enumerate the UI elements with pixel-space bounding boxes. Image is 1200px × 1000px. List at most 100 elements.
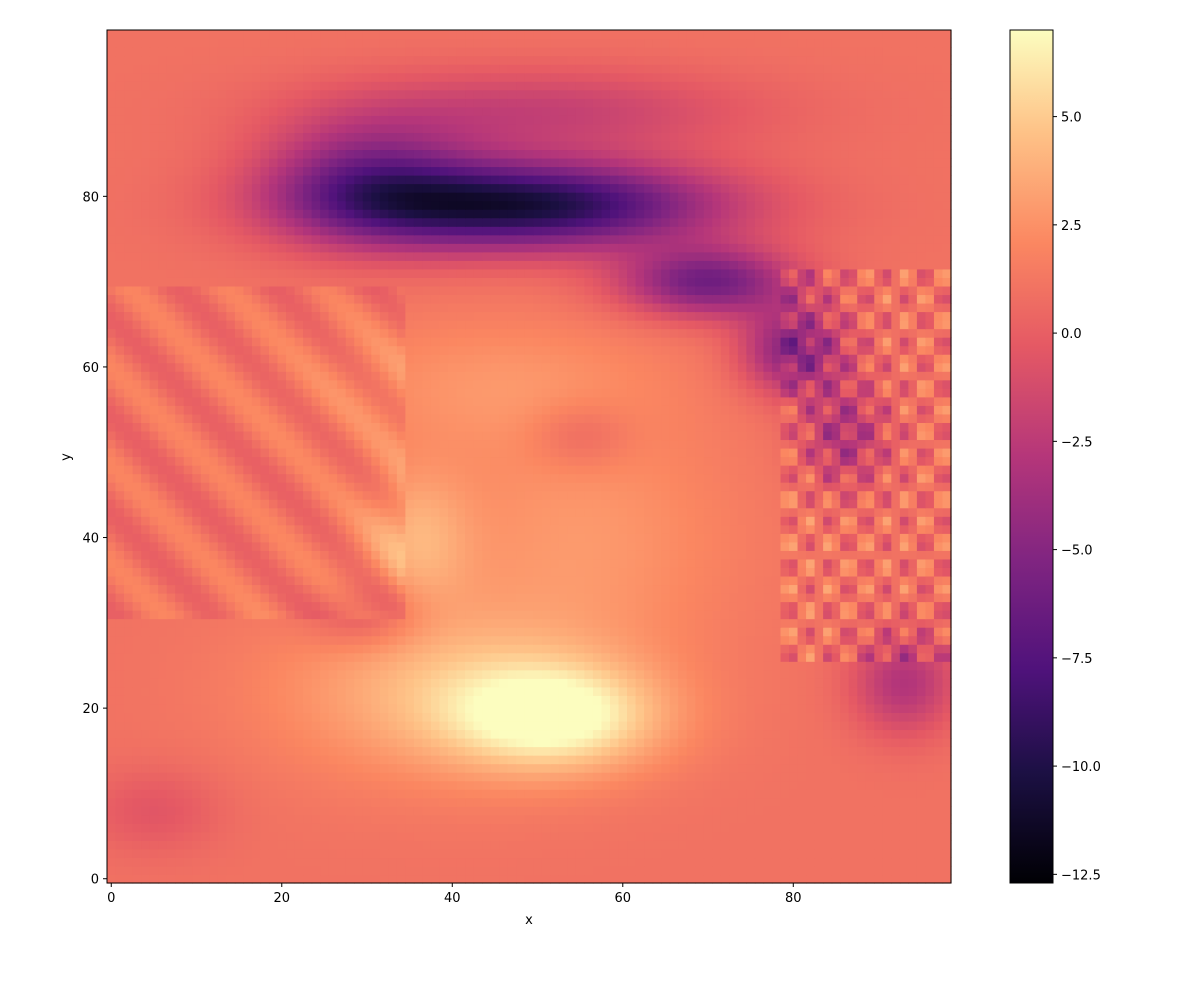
heatmap-cell	[251, 874, 262, 884]
heatmap-cell	[797, 703, 807, 713]
heatmap-cell	[107, 737, 117, 748]
heatmap-cell	[379, 797, 389, 807]
heatmap-cell	[908, 610, 918, 620]
heatmap-cell	[840, 507, 850, 517]
heatmap-cell	[627, 823, 637, 833]
heatmap-cell	[379, 635, 389, 645]
heatmap-cell	[618, 789, 628, 799]
heatmap-cell	[234, 669, 245, 679]
heatmap-cell	[158, 831, 168, 841]
heatmap-cell	[524, 806, 534, 816]
heatmap-cell	[473, 669, 483, 679]
heatmap-cell	[499, 797, 509, 807]
heatmap-cell	[149, 746, 159, 756]
heatmap-cell	[362, 746, 372, 756]
heatmap-cell	[550, 686, 560, 696]
heatmap-cell	[354, 678, 364, 688]
heatmap-cell	[183, 780, 193, 790]
heatmap-cell	[584, 516, 594, 526]
heatmap-cell	[311, 831, 321, 841]
heatmap-cell	[303, 669, 313, 679]
heatmap-cell	[882, 567, 892, 577]
heatmap-cell	[814, 686, 824, 696]
heatmap-cell	[661, 456, 671, 466]
heatmap-cell	[720, 661, 730, 671]
heatmap-cell	[226, 575, 236, 586]
heatmap-cell	[243, 473, 253, 483]
heatmap-cell	[746, 746, 756, 756]
heatmap-cell	[456, 695, 466, 705]
heatmap-cell	[277, 524, 287, 534]
heatmap-cell	[627, 533, 637, 543]
heatmap-cell	[294, 789, 304, 799]
heatmap-cell	[183, 772, 193, 782]
heatmap-cell	[286, 874, 296, 884]
heatmap-cell	[609, 507, 620, 517]
heatmap-cell	[865, 874, 875, 884]
heatmap-cell	[166, 635, 176, 645]
heatmap-cell	[601, 490, 611, 500]
heatmap-cell	[703, 703, 713, 713]
heatmap-cell	[746, 772, 756, 782]
heatmap-cell	[703, 874, 713, 884]
heatmap-cell	[430, 669, 441, 679]
heatmap-cell	[669, 499, 679, 509]
heatmap-cell	[652, 729, 662, 739]
heatmap-cell	[507, 618, 517, 628]
heatmap-cell	[942, 686, 952, 696]
heatmap-cell	[379, 533, 389, 543]
heatmap-cell	[771, 644, 782, 654]
heatmap-cell	[533, 737, 543, 748]
heatmap-cell	[303, 686, 313, 696]
heatmap-cell	[371, 703, 381, 713]
heatmap-cell	[107, 473, 117, 483]
heatmap-cell	[200, 490, 210, 500]
heatmap-cell	[874, 499, 884, 509]
heatmap-cell	[712, 865, 722, 876]
heatmap-cell	[831, 797, 841, 807]
heatmap-cell	[311, 772, 321, 782]
heatmap-cell	[567, 473, 577, 483]
heatmap-cell	[524, 635, 534, 645]
heatmap-cell	[448, 686, 458, 696]
heatmap-cell	[337, 669, 347, 679]
heatmap-cell	[899, 840, 909, 850]
heatmap-cell	[396, 746, 406, 756]
heatmap-cell	[516, 874, 526, 884]
heatmap-cell	[286, 857, 296, 867]
heatmap-cell	[277, 763, 287, 773]
heatmap-cell	[473, 797, 483, 807]
heatmap-cell	[899, 516, 909, 526]
heatmap-cell	[303, 550, 313, 560]
heatmap-cell	[158, 482, 168, 492]
heatmap-cell	[226, 644, 236, 654]
heatmap-cell	[516, 772, 526, 782]
heatmap-cell	[115, 575, 125, 586]
heatmap-cell	[328, 652, 338, 662]
heatmap-cell	[899, 746, 909, 756]
heatmap-cell	[933, 789, 944, 799]
heatmap-cell	[592, 533, 603, 543]
heatmap-cell	[524, 524, 534, 534]
heatmap-cell	[925, 499, 935, 509]
heatmap-cell	[362, 695, 372, 705]
heatmap-cell	[780, 456, 790, 466]
heatmap-cell	[217, 874, 227, 884]
heatmap-cell	[823, 610, 833, 620]
heatmap-cell	[260, 806, 270, 816]
heatmap-cell	[465, 874, 475, 884]
heatmap-cell	[558, 652, 568, 662]
heatmap-cell	[200, 695, 210, 705]
heatmap-cell	[217, 661, 227, 671]
heatmap-cell	[678, 465, 688, 475]
heatmap-cell	[567, 499, 577, 509]
heatmap-cell	[567, 823, 577, 833]
heatmap-cell	[277, 857, 287, 867]
heatmap-cell	[584, 473, 594, 483]
heatmap-cell	[311, 874, 321, 884]
heatmap-cell	[627, 558, 637, 568]
heatmap-cell	[882, 618, 892, 628]
heatmap-cell	[806, 712, 816, 722]
heatmap-cell	[183, 516, 193, 526]
heatmap-cell	[303, 763, 313, 773]
